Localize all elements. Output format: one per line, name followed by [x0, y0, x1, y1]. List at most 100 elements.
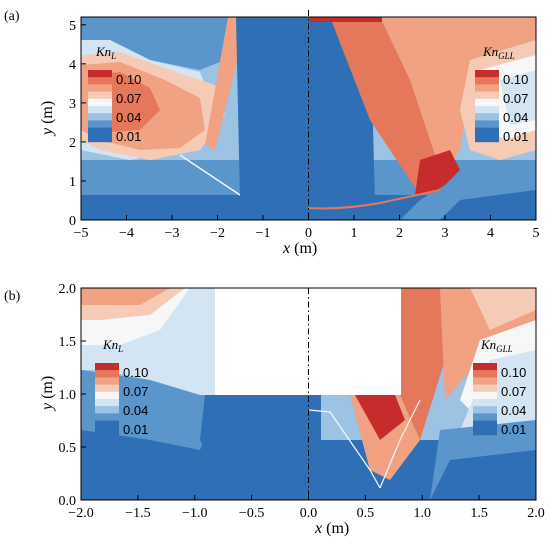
- legend-swatch: [88, 98, 112, 107]
- legend-swatches: [88, 70, 112, 143]
- legend-swatch: [88, 91, 112, 99]
- x-tick-label: −2.0: [68, 506, 93, 521]
- legend-swatch: [473, 427, 497, 436]
- legend-tick: 0.10: [501, 365, 526, 380]
- y-tick-label: 3: [69, 97, 76, 112]
- legend-tick: 0.07: [503, 91, 528, 106]
- panel-a-y-label: y (m): [39, 101, 56, 137]
- legend-swatch: [475, 77, 499, 85]
- panel-a-y-ticks: 0 1 2 3 4 5: [69, 19, 86, 229]
- legend-swatch: [95, 391, 119, 400]
- legend-swatch: [95, 399, 119, 407]
- x-tick-label: −2: [210, 226, 225, 241]
- panel-a-y-var: y: [39, 127, 56, 137]
- panel-a-x-ticks: −5 −4 −3 −2 −1 0 1 2 3 4 5: [74, 215, 540, 241]
- legend-swatch: [473, 363, 497, 371]
- x-tick-label: 0.5: [357, 506, 375, 521]
- legend-title-sub: GLL: [496, 344, 513, 354]
- legend-swatch: [88, 77, 112, 85]
- legend-tick: 0.04: [116, 110, 141, 125]
- legend-swatch: [88, 120, 112, 128]
- legend-title: KnL: [102, 337, 123, 354]
- legend-title-main: Kn: [480, 337, 496, 352]
- x-tick-label: −1.5: [125, 506, 150, 521]
- x-tick-label: 3: [442, 226, 449, 241]
- x-tick-label: 2: [396, 226, 403, 241]
- panel-a-legend-left: KnL 0.10 0.07 0.04 0.01: [88, 44, 141, 144]
- x-tick-label: −0.5: [239, 506, 264, 521]
- legend-tick: 0.01: [116, 129, 141, 144]
- legend-title-main: Kn: [482, 44, 498, 59]
- panel-b-label: (b): [4, 289, 21, 304]
- legend-swatch: [473, 391, 497, 400]
- legend-swatch: [95, 413, 119, 421]
- panel-b-x-ticks: −2.0 −1.5 −1.0 −0.5 0.0 0.5 1.0 1.5 2.0: [68, 495, 545, 521]
- legend-title-sub: GLL: [498, 51, 515, 61]
- legend-swatch: [473, 384, 497, 392]
- panel-a: (a): [4, 5, 540, 257]
- legend-swatches: [95, 363, 119, 436]
- legend-swatch: [88, 127, 112, 135]
- x-tick-label: 1: [351, 226, 358, 241]
- legend-tick: 0.07: [501, 384, 526, 399]
- x-tick-label: 2.0: [527, 506, 545, 521]
- legend-swatch: [475, 84, 499, 92]
- legend-swatch: [88, 113, 112, 121]
- legend-tick: 0.01: [123, 422, 148, 437]
- panel-b-y-var: y: [39, 402, 56, 412]
- legend-swatch: [475, 91, 499, 99]
- legend-swatch: [95, 363, 119, 371]
- legend-tick: 0.04: [123, 403, 148, 418]
- legend-swatch: [475, 106, 499, 114]
- legend-swatch: [95, 427, 119, 436]
- legend-swatch: [95, 377, 119, 385]
- legend-tick: 0.04: [503, 110, 528, 125]
- panel-b-y-unit: (m): [39, 376, 56, 399]
- legend-swatch: [88, 70, 112, 78]
- x-tick-label: −5: [74, 226, 89, 241]
- legend-swatch: [88, 134, 112, 143]
- x-tick-label: −4: [119, 226, 134, 241]
- y-tick-label: 0.5: [59, 441, 77, 456]
- legend-swatch: [475, 127, 499, 135]
- legend-tick: 0.07: [116, 91, 141, 106]
- legend-swatch: [473, 370, 497, 378]
- legend-swatch: [475, 98, 499, 107]
- legend-tick: 0.10: [116, 72, 141, 87]
- legend-tick: 0.07: [123, 384, 148, 399]
- x-tick-label: 5: [533, 226, 540, 241]
- legend-title-main: Kn: [95, 44, 111, 59]
- legend-swatch: [473, 399, 497, 407]
- x-tick-label: −1: [256, 226, 271, 241]
- legend-swatch: [475, 120, 499, 128]
- panel-b-legend-right: KnGLL 0.10 0.07 0.04 0.01: [473, 337, 526, 437]
- legend-title: KnGLL: [480, 337, 513, 354]
- x-tick-label: 0.0: [300, 506, 318, 521]
- y-tick-label: 0.0: [59, 494, 77, 509]
- x-tick-label: −3: [165, 226, 180, 241]
- legend-tick: 0.10: [503, 72, 528, 87]
- legend-swatches: [473, 363, 497, 436]
- panel-b-x-label: x (m): [314, 520, 349, 537]
- legend-swatch: [88, 106, 112, 114]
- y-tick-label: 1.5: [59, 335, 77, 350]
- panel-a-legend-right: KnGLL 0.10 0.07 0.04 0.01: [475, 44, 528, 144]
- legend-swatch: [95, 370, 119, 378]
- y-tick-label: 5: [69, 19, 76, 34]
- legend-title-sub: L: [110, 51, 116, 61]
- legend-title-main: Kn: [102, 337, 118, 352]
- panel-a-x-unit: (m): [294, 240, 317, 257]
- y-tick-label: 0: [69, 214, 76, 229]
- legend-tick: 0.01: [501, 422, 526, 437]
- panel-b-y-label: y (m): [39, 376, 56, 412]
- panel-b-x-var: x: [314, 520, 322, 537]
- legend-swatch: [475, 113, 499, 121]
- panel-a-label: (a): [4, 9, 20, 24]
- y-tick-label: 4: [69, 58, 76, 73]
- x-tick-label: 1.0: [414, 506, 432, 521]
- legend-swatch: [473, 406, 497, 414]
- legend-swatch: [473, 413, 497, 421]
- panel-b-legend-left: KnL 0.10 0.07 0.04 0.01: [95, 337, 148, 437]
- y-tick-label: 2.0: [59, 282, 77, 297]
